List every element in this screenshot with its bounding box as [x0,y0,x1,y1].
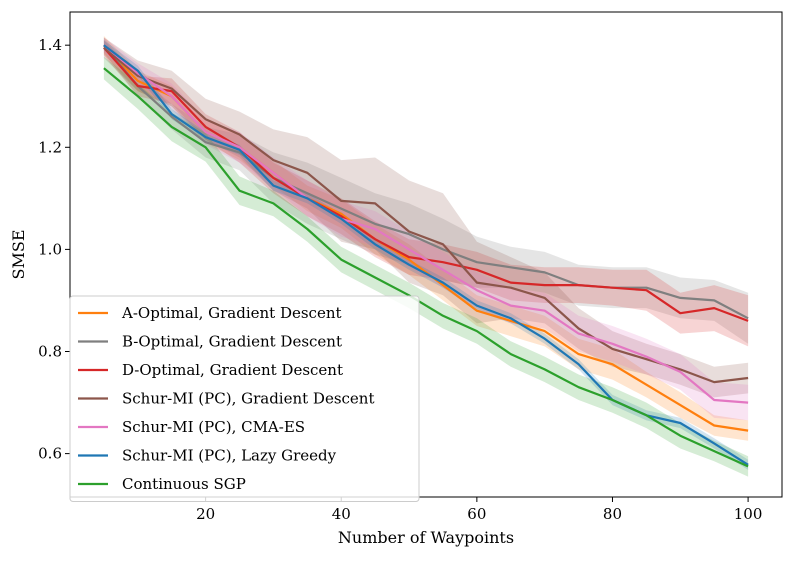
legend-label-0: A-Optimal, Gradient Descent [121,304,342,322]
legend-label-2: D-Optimal, Gradient Descent [122,361,343,379]
confidence-bands [103,36,749,477]
band-series-1 [103,37,749,344]
line-series-1 [103,44,749,320]
legend-label-4: Schur-MI (PC), CMA-ES [122,418,305,436]
band-series-4 [103,37,749,421]
x-tick-label: 20 [196,505,215,523]
x-tick-label: 80 [603,505,622,523]
y-tick-label: 1.4 [38,36,62,54]
x-tick-label: 40 [332,505,351,523]
line-series-4 [103,44,749,404]
legend-label-1: B-Optimal, Gradient Descent [122,333,342,351]
line-series-3 [103,46,749,384]
band-series-2 [103,40,749,347]
y-tick-label: 1.0 [38,240,62,258]
legend-label-3: Schur-MI (PC), Gradient Descent [122,390,375,408]
y-tick-label: 1.2 [38,138,62,156]
legend-label-5: Schur-MI (PC), Lazy Greedy [122,447,337,465]
band-series-0 [103,36,749,441]
y-tick-label: 0.8 [38,343,62,361]
band-series-6 [103,56,749,477]
x-tick-label: 60 [467,505,486,523]
x-axis-ticks: 20 40 60 80 100 [196,497,762,523]
legend: A-Optimal, Gradient Descent B-Optimal, Gr… [69,295,420,502]
legend-box [69,295,420,502]
plot-area-frame [69,11,783,498]
x-axis-label: Number of Waypoints [338,528,514,547]
y-tick-label: 0.6 [38,445,62,463]
legend-label-6: Continuous SGP [122,475,246,493]
line-series-6 [103,67,749,468]
y-axis-label: SMSE [9,230,28,280]
series-lines [103,44,749,468]
band-series-3 [103,37,749,398]
x-tick-label: 100 [734,505,763,523]
y-axis-ticks: 0.6 0.8 1.0 1.2 1.4 [38,36,70,463]
band-series-5 [103,40,749,470]
